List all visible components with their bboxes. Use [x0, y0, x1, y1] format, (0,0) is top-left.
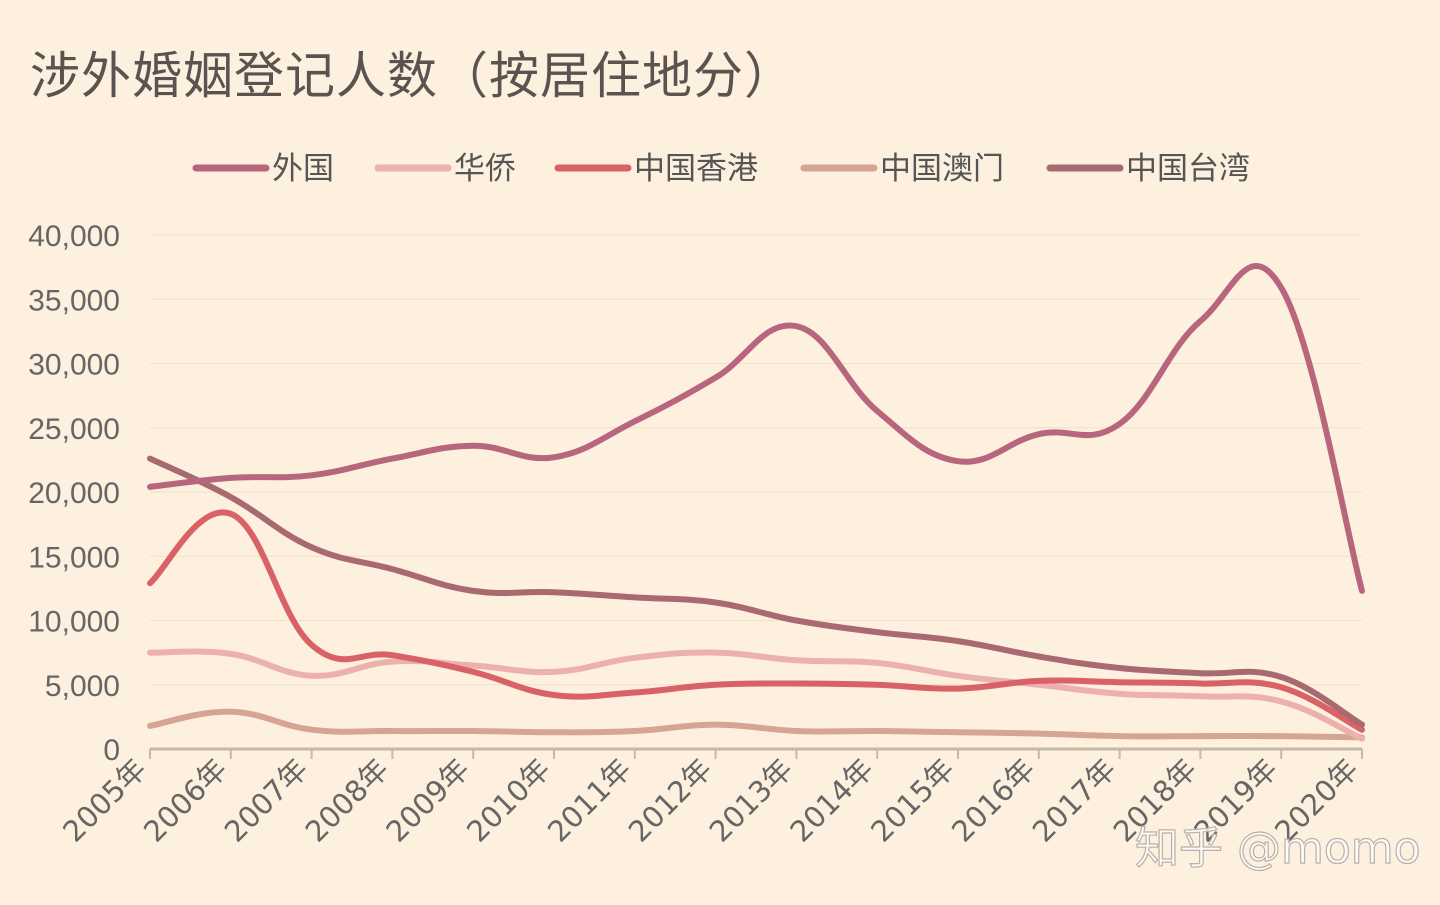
y-tick-label: 15,000: [28, 541, 120, 574]
x-tick-label: 2011年: [541, 752, 638, 849]
legend-label: 中国澳门: [880, 151, 1004, 187]
y-tick-label: 5,000: [45, 670, 120, 703]
x-tick-label: 2013年: [703, 752, 800, 849]
y-tick-label: 35,000: [28, 284, 120, 317]
y-tick-label: 20,000: [28, 477, 120, 510]
x-tick-label: 2014年: [783, 752, 880, 849]
y-tick-label: 40,000: [28, 220, 120, 253]
x-tick-label: 2012年: [622, 752, 719, 849]
series-line-1: [147, 648, 1365, 742]
gridlines: [150, 234, 1362, 686]
x-tick-label: 2015年: [864, 752, 961, 849]
legend-label: 中国台湾: [1126, 151, 1250, 187]
y-tick-label: 30,000: [28, 349, 120, 382]
chart-title: 涉外婚姻登记人数（按居住地分）: [30, 47, 795, 105]
legend-label: 中国香港: [634, 151, 758, 187]
series-line-3: [147, 708, 1365, 741]
y-axis: 0 5,000 10,000 15,000 20,000 25,000 30,000 35,0…: [28, 220, 120, 767]
x-tick-label: 2007年: [218, 752, 315, 849]
legend: 外国 华侨 中国香港 中国澳门 中国台湾: [192, 151, 1250, 187]
x-tick-label: 2017年: [1026, 752, 1123, 849]
series-line-2: [147, 509, 1365, 733]
y-tick-label: 0: [103, 734, 120, 767]
x-tick-label: 2008年: [299, 752, 396, 849]
x-tick-label: 2016年: [945, 752, 1042, 849]
series-line-0: [147, 263, 1365, 594]
legend-label: 外国: [272, 151, 334, 187]
x-tick-label: 2006年: [137, 752, 234, 849]
watermark: 知乎 @momo: [1135, 823, 1421, 874]
series-lines: [147, 263, 1365, 742]
x-tick-label: 2009年: [379, 752, 476, 849]
y-tick-label: 25,000: [28, 413, 120, 446]
x-tick-label: 2010年: [460, 752, 557, 849]
y-tick-label: 10,000: [28, 606, 120, 639]
legend-label: 华侨: [454, 151, 516, 187]
series-line-4: [147, 455, 1365, 728]
